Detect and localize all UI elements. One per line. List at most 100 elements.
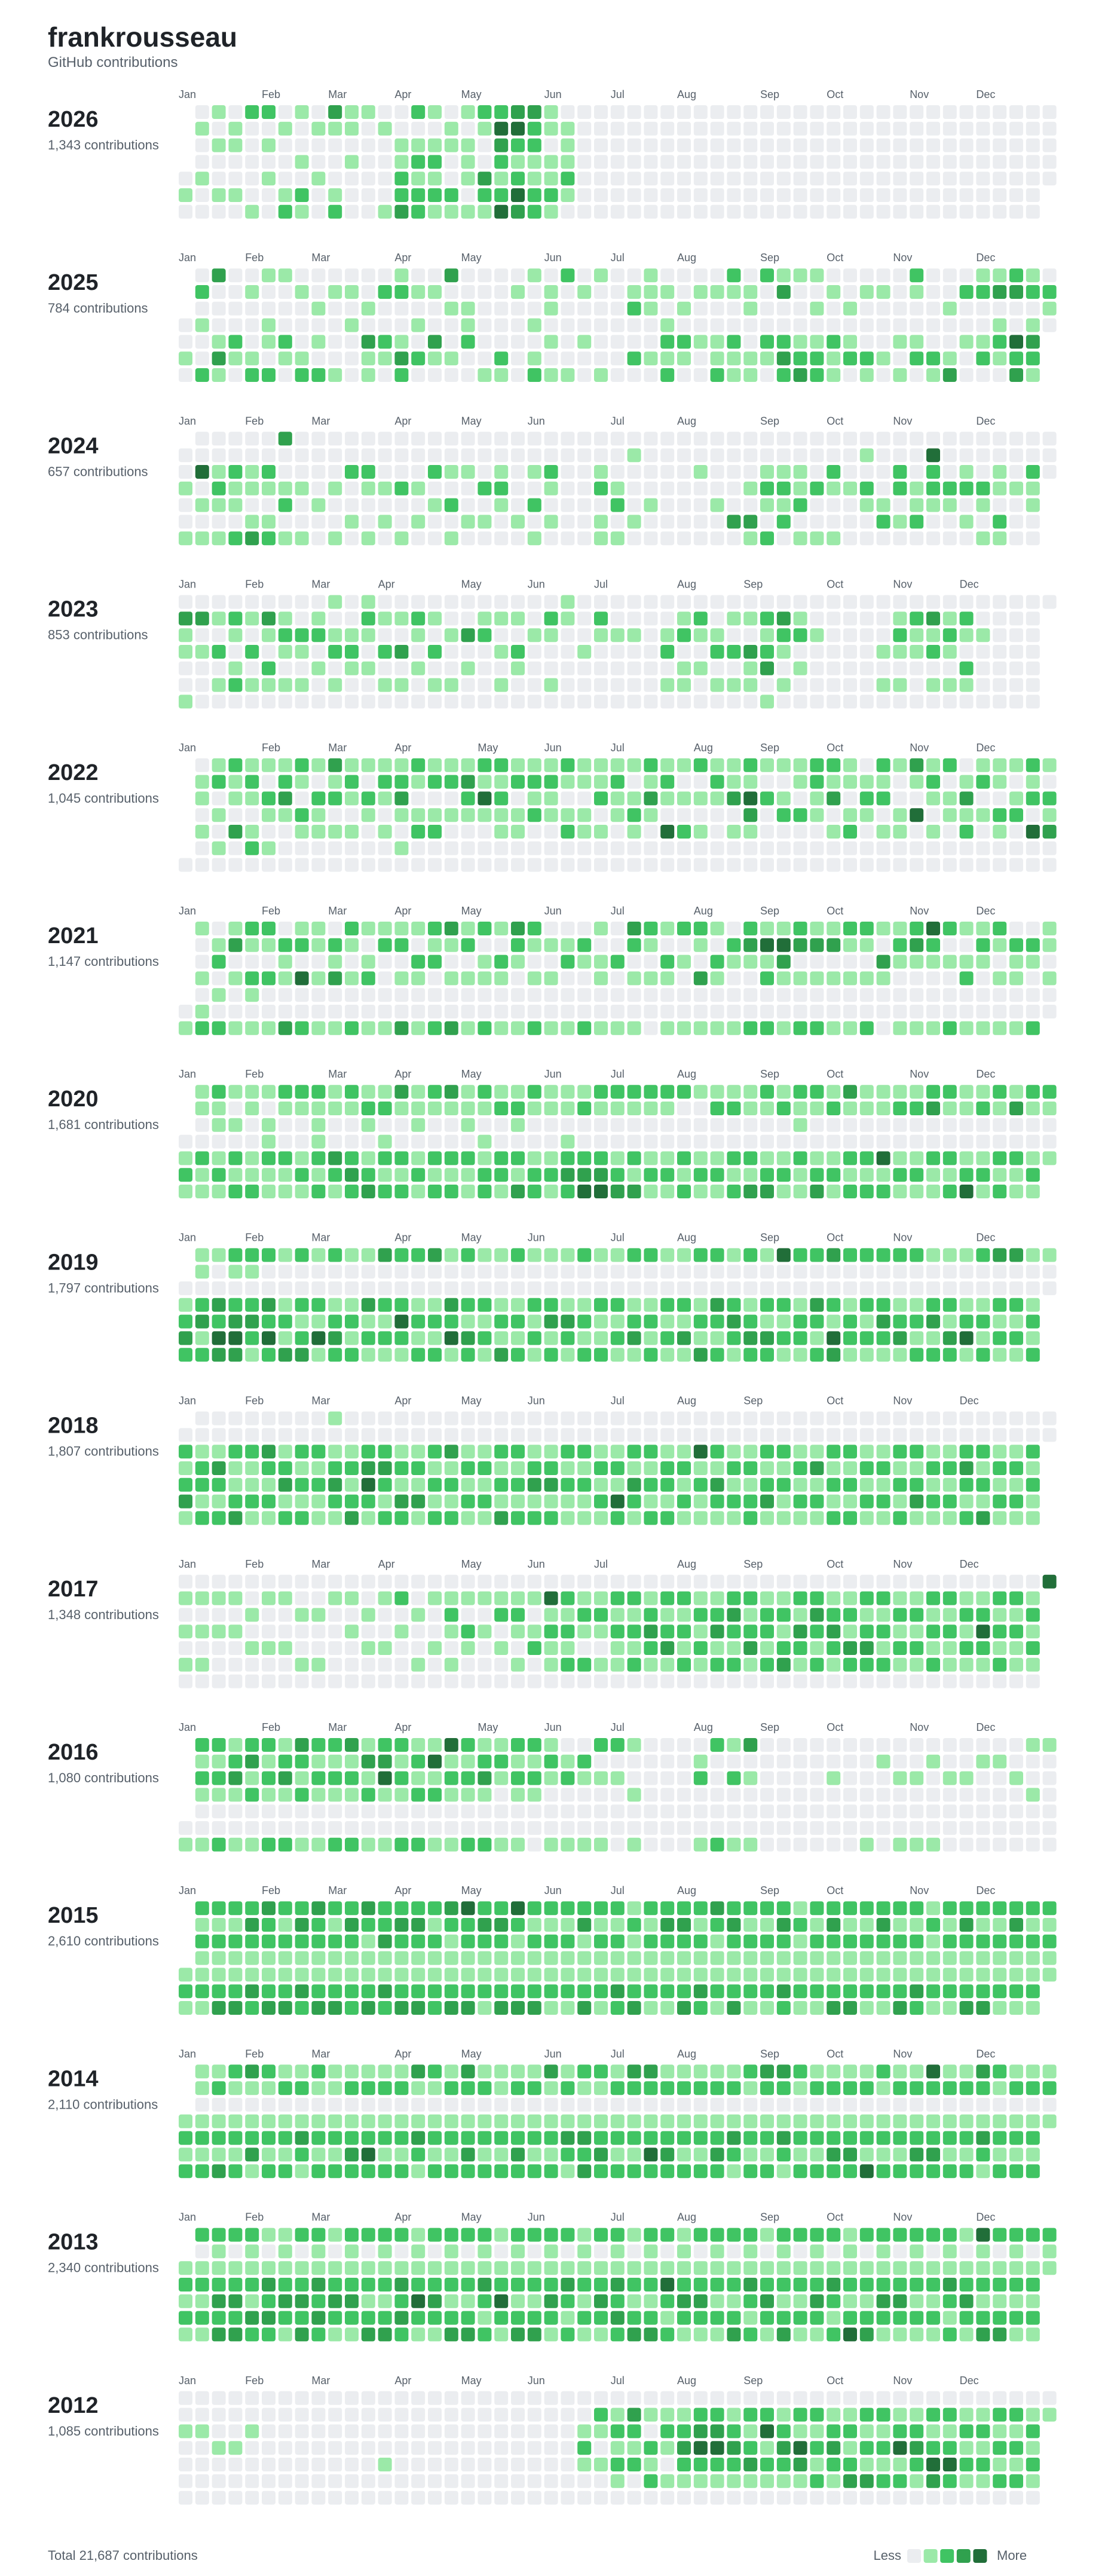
day-cell <box>677 432 691 446</box>
month-label: May <box>461 2211 482 2223</box>
day-cell <box>461 1085 475 1099</box>
day-cell <box>461 1804 475 1819</box>
day-cell <box>743 1445 758 1459</box>
day-cell <box>910 448 924 463</box>
day-cell <box>959 758 974 772</box>
day-cell <box>478 1494 492 1509</box>
day-cell <box>378 678 392 692</box>
day-cell <box>926 1445 940 1459</box>
day-cell <box>345 1151 359 1165</box>
day-cell <box>810 1788 824 1802</box>
day-cell <box>245 1754 259 1769</box>
empty-day <box>827 105 841 119</box>
day-cell <box>444 1837 458 1852</box>
day-cell <box>710 645 724 659</box>
day-cell <box>345 1574 359 1589</box>
day-cell <box>627 335 641 349</box>
empty-day <box>993 121 1007 136</box>
day-cell <box>411 1168 426 1182</box>
day-cell <box>428 661 442 675</box>
day-cell <box>394 858 409 872</box>
day-cell <box>212 2294 226 2308</box>
month-label: Sep <box>760 1231 779 1243</box>
day-cell <box>876 971 890 986</box>
day-cell <box>793 1804 807 1819</box>
day-cell <box>361 2131 375 2145</box>
day-cell <box>677 1461 691 1475</box>
day-cell <box>959 1348 974 1362</box>
day-cell <box>760 1934 774 1948</box>
day-cell <box>428 1151 442 1165</box>
day-cell <box>594 1314 608 1329</box>
day-cell <box>959 432 974 446</box>
day-cell <box>378 1151 392 1165</box>
day-cell <box>561 1738 575 1752</box>
day-cell <box>577 645 592 659</box>
day-cell <box>295 1281 309 1295</box>
day-cell <box>228 368 243 382</box>
day-cell <box>843 1461 857 1475</box>
day-cell <box>494 988 509 1002</box>
day-cell <box>295 1641 309 1655</box>
day-cell <box>876 1461 890 1475</box>
day-cell <box>212 1674 226 1688</box>
empty-day <box>976 155 990 169</box>
day-cell <box>976 481 990 495</box>
empty-day <box>827 155 841 169</box>
day-cell <box>610 448 625 463</box>
day-cell <box>262 448 276 463</box>
empty-day <box>693 204 708 219</box>
day-cell <box>478 1085 492 1099</box>
day-cell <box>610 1411 625 1425</box>
day-cell <box>295 1624 309 1639</box>
day-cell <box>727 1314 741 1329</box>
day-cell <box>577 775 592 789</box>
day-cell <box>494 1102 509 1115</box>
day-cell <box>262 1951 276 1965</box>
day-cell <box>827 1168 841 1182</box>
day-cell <box>743 1331 758 1345</box>
day-cell <box>976 1134 990 1149</box>
day-cell <box>527 1951 541 1965</box>
day-cell <box>278 858 292 872</box>
day-cell <box>195 1788 209 1802</box>
day-cell <box>810 1021 824 1035</box>
day-cell <box>428 2131 442 2145</box>
day-cell <box>727 498 741 512</box>
day-cell <box>727 1918 741 1932</box>
day-cell <box>228 628 243 643</box>
day-cell <box>743 1821 758 1835</box>
day-cell <box>179 1608 192 1622</box>
day-cell <box>311 1461 326 1475</box>
day-cell <box>727 1411 741 1425</box>
day-cell <box>1042 268 1057 283</box>
day-cell <box>693 1085 708 1099</box>
day-cell <box>1042 1005 1057 1018</box>
day-cell <box>843 611 857 626</box>
day-cell <box>228 858 243 872</box>
day-cell <box>394 1608 409 1622</box>
day-cell <box>910 2164 924 2179</box>
day-cell <box>494 825 509 839</box>
day-cell <box>660 2164 675 2179</box>
day-cell <box>494 1185 509 1198</box>
day-cell <box>644 971 658 986</box>
day-cell <box>976 988 990 1002</box>
day-cell <box>428 791 442 806</box>
day-cell <box>511 1918 525 1932</box>
day-cell <box>511 155 525 169</box>
day-cell <box>378 1298 392 1312</box>
day-cell <box>561 1331 575 1345</box>
day-cell <box>942 1265 957 1279</box>
day-cell <box>644 1901 658 1916</box>
day-cell <box>394 318 409 332</box>
day-cell <box>1042 775 1057 789</box>
day-cell <box>228 971 243 986</box>
day-cell <box>993 1298 1007 1312</box>
month-label: Apr <box>394 415 411 427</box>
day-cell <box>478 432 492 446</box>
day-cell <box>859 1837 874 1852</box>
day-cell <box>278 1348 292 1362</box>
day-cell <box>345 121 359 136</box>
day-cell <box>544 1788 558 1802</box>
